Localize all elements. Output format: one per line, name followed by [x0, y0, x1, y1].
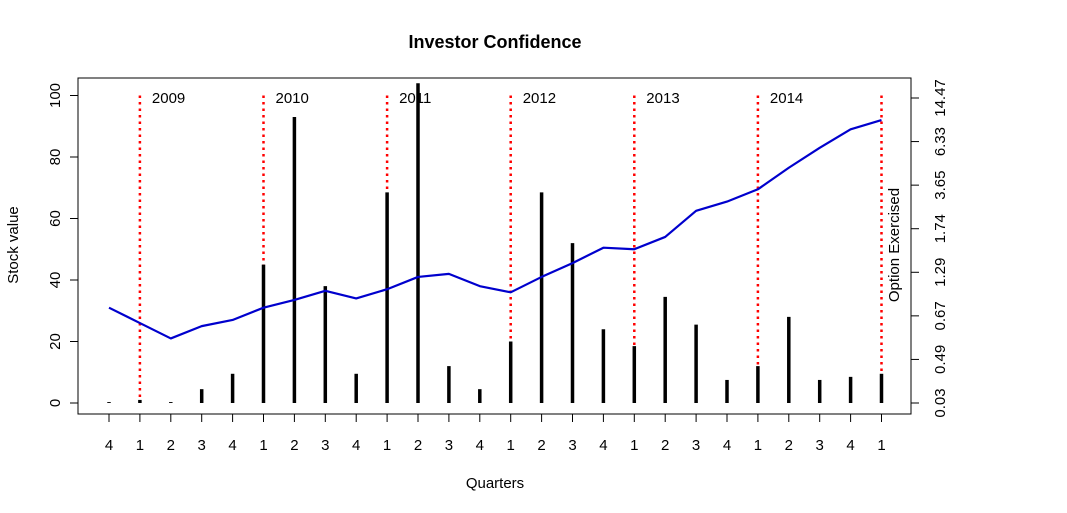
y2-tick-label: 1.74 — [932, 214, 949, 243]
x-tick-label: 1 — [383, 437, 391, 454]
y2-axis: 0.03 0.49 0.67 1.29 1.74 3.65 6.33 14.47 — [910, 79, 949, 418]
x-tick-label: 1 — [259, 437, 267, 454]
x-tick-label: 2 — [167, 437, 175, 454]
x-tick-label: 1 — [630, 437, 638, 454]
y-axis-label: Stock value — [5, 206, 22, 284]
year-label: 2013 — [646, 90, 679, 107]
year-label: 2010 — [276, 90, 309, 107]
x-tick-label: 1 — [136, 437, 144, 454]
year-label: 2012 — [523, 90, 556, 107]
x-tick-label: 2 — [785, 437, 793, 454]
plot-frame — [77, 77, 912, 415]
y2-tick-label: 14.47 — [932, 79, 949, 117]
y2-tick-label: 6.33 — [932, 127, 949, 156]
x-tick-label: 3 — [321, 437, 329, 454]
y-tick-label: 60 — [47, 210, 64, 227]
x-tick-label: 2 — [414, 437, 422, 454]
x-tick-label: 2 — [537, 437, 545, 454]
x-tick-label: 2 — [661, 437, 669, 454]
y2-tick-label: 0.67 — [932, 301, 949, 330]
x-tick-label: 4 — [105, 437, 113, 454]
year-markers: 2009 2010 2011 2012 2013 2014 — [138, 90, 883, 403]
x-tick-label: 1 — [754, 437, 762, 454]
x-axis-label: Quarters — [466, 475, 524, 492]
bars-series — [107, 83, 884, 403]
year-label: 2009 — [152, 90, 185, 107]
x-tick-label: 3 — [445, 437, 453, 454]
x-tick-label: 3 — [816, 437, 824, 454]
y2-tick-label: 0.49 — [932, 345, 949, 374]
chart-title: Investor Confidence — [408, 32, 581, 52]
x-tick-label: 3 — [568, 437, 576, 454]
x-tick-label: 4 — [846, 437, 854, 454]
x-tick-label: 1 — [507, 437, 515, 454]
x-tick-label: 4 — [476, 437, 484, 454]
y-tick-label: 20 — [47, 333, 64, 350]
x-tick-label: 3 — [692, 437, 700, 454]
y2-axis-label: Option Exercised — [886, 188, 903, 302]
x-tick-label: 4 — [228, 437, 236, 454]
y-axis: 0 20 40 60 80 100 — [47, 83, 79, 407]
line-path — [108, 119, 882, 340]
y2-tick-label: 1.29 — [932, 258, 949, 287]
x-tick-label: 3 — [198, 437, 206, 454]
year-label: 2011 — [399, 90, 431, 107]
line-series — [108, 119, 882, 340]
year-label: 2014 — [770, 90, 803, 107]
y2-tick-label: 0.03 — [932, 388, 949, 417]
y2-tick-label: 3.65 — [932, 171, 949, 200]
x-tick-label: 4 — [352, 437, 360, 454]
y-tick-label: 40 — [47, 272, 64, 289]
x-axis: 4 1 2 3 4 1 2 3 4 1 2 3 4 1 2 3 4 1 2 3 4 1 2 3 4 1 — [105, 413, 886, 454]
x-tick-label: 1 — [877, 437, 885, 454]
x-tick-label: 4 — [723, 437, 731, 454]
x-tick-label: 2 — [290, 437, 298, 454]
y-tick-label: 100 — [47, 83, 64, 108]
y-tick-label: 0 — [47, 399, 64, 407]
x-tick-label: 4 — [599, 437, 607, 454]
y-tick-label: 80 — [47, 149, 64, 166]
